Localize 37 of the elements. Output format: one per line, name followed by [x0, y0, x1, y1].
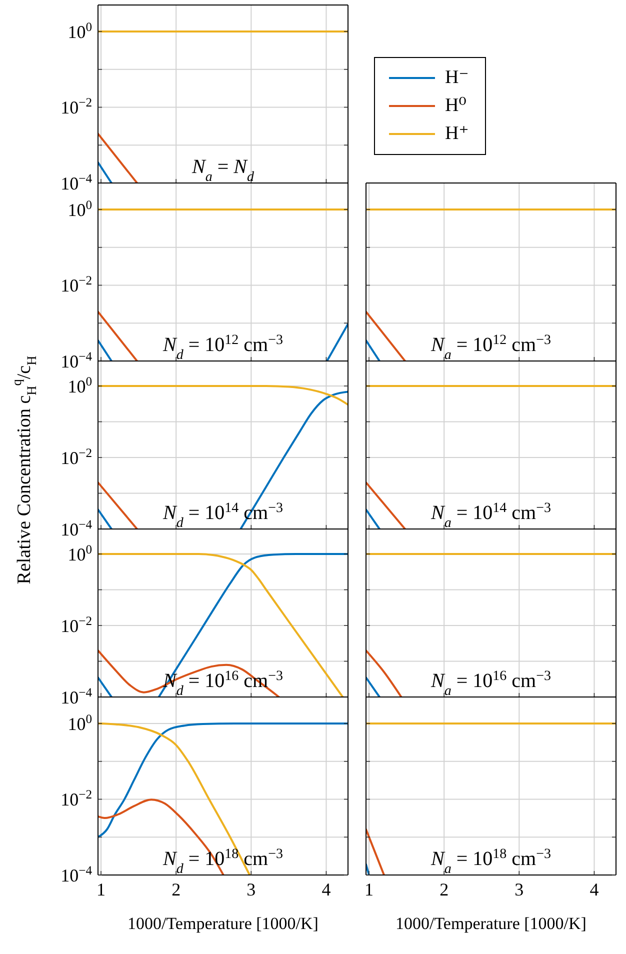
legend-label: H⁺	[445, 122, 469, 146]
x-axis-title: 1000/Temperature [1000/K]	[396, 914, 586, 933]
annotation: N$_{a}$ = 10$^{18}$ cm$^{−3}$	[430, 846, 551, 876]
line-series	[98, 798, 224, 875]
y-tick-label: 10$^{0}$	[68, 712, 92, 734]
x-axis-title: 1000/Temperature [1000/K]	[128, 914, 318, 933]
legend-label: H⁰	[445, 94, 466, 118]
y-tick-label: 10$^{−2}$	[60, 788, 92, 810]
y-tick-label: 10$^{−4}$	[60, 863, 93, 886]
y-tick-label: 10$^{0}$	[68, 20, 92, 42]
line-series	[98, 384, 348, 406]
y-tick-label: 10$^{−4}$	[60, 685, 93, 708]
y-tick-label: 10$^{−4}$	[60, 517, 93, 540]
y-tick-label: 10$^{−2}$	[60, 96, 92, 118]
x-tick-label: 3	[246, 879, 256, 900]
annotation: N$_{a}$ = N$_{d}$	[191, 156, 255, 184]
annotation: N$_{a}$ = 10$^{14}$ cm$^{−3}$	[430, 500, 551, 530]
x-tick-label: 2	[440, 879, 449, 900]
annotation: N$_{a}$ = 10$^{16}$ cm$^{−3}$	[430, 668, 551, 698]
x-tick-label: 3	[514, 879, 524, 900]
line-series	[98, 722, 348, 838]
y-tick-label: 10$^{−4}$	[60, 171, 93, 194]
x-tick-label: 1	[364, 879, 374, 900]
x-tick-label: 1	[96, 879, 106, 900]
x-tick-label: 4	[322, 879, 331, 900]
y-tick-label: 10$^{−2}$	[60, 614, 92, 636]
y-tick-label: 10$^{0}$	[68, 374, 92, 396]
y-tick-label: 10$^{−2}$	[60, 274, 92, 296]
legend-label: H⁻	[445, 66, 469, 90]
y-tick-label: 10$^{−2}$	[60, 446, 92, 468]
y-tick-label: 10$^{−4}$	[60, 349, 93, 372]
annotation: N$_{a}$ = 10$^{12}$ cm$^{−3}$	[430, 332, 551, 362]
y-tick-label: 10$^{0}$	[68, 542, 92, 564]
y-tick-label: 10$^{0}$	[68, 198, 92, 220]
x-tick-label: 2	[172, 879, 181, 900]
x-tick-label: 4	[590, 879, 599, 900]
annotation: N$_{d}$ = 10$^{12}$ cm$^{−3}$	[162, 332, 283, 362]
